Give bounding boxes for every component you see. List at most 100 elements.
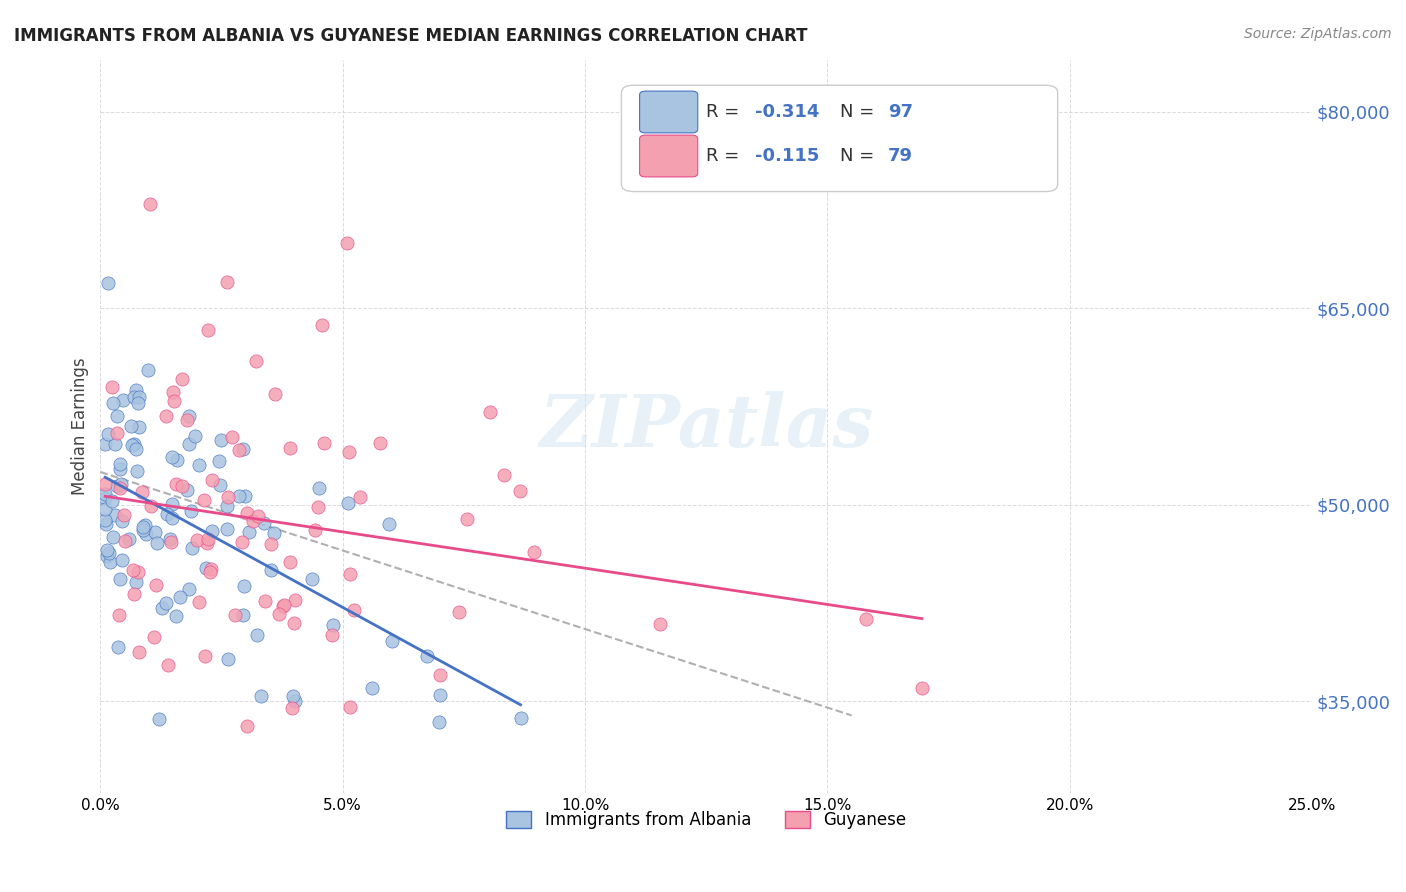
Point (108, 458, 131, 472)
Point (139, 499, 162, 513)
Text: R =: R = (706, 103, 745, 121)
Point (427, 715, 450, 730)
Point (337, 445, 360, 459)
Point (127, 396, 149, 410)
Point (232, 579, 254, 593)
Point (494, 468, 516, 483)
FancyBboxPatch shape (640, 91, 697, 133)
Point (253, 516, 276, 531)
Point (249, 690, 271, 704)
Point (176, 483, 198, 497)
Point (169, 590, 191, 604)
Point (125, 442, 148, 457)
Point (162, 385, 184, 400)
Point (136, 363, 159, 377)
Point (217, 522, 239, 536)
Text: ZIPatlas: ZIPatlas (538, 391, 873, 462)
Point (238, 524, 260, 539)
Point (349, 490, 371, 504)
Point (94, 513, 117, 527)
Point (187, 595, 209, 609)
Point (94, 476, 117, 491)
Point (143, 630, 166, 644)
Point (181, 541, 204, 556)
Point (228, 489, 250, 503)
Point (120, 419, 142, 434)
Point (98, 545, 121, 559)
Point (127, 565, 149, 579)
Point (278, 441, 301, 455)
Point (231, 534, 253, 549)
Point (217, 652, 239, 666)
Point (98, 555, 121, 569)
Point (177, 409, 200, 423)
Point (108, 573, 131, 587)
Point (156, 658, 179, 673)
Point (314, 436, 336, 450)
Point (163, 394, 186, 409)
Point (339, 566, 361, 581)
Point (122, 390, 145, 404)
Point (245, 354, 267, 368)
Point (342, 603, 364, 617)
Text: -0.314: -0.314 (755, 103, 820, 121)
Point (381, 633, 404, 648)
Point (125, 464, 148, 478)
Point (159, 532, 181, 546)
Point (143, 525, 166, 540)
Point (236, 506, 259, 520)
Point (247, 508, 270, 523)
Point (224, 607, 246, 622)
Point (280, 555, 302, 569)
Point (170, 372, 193, 386)
Point (179, 582, 201, 596)
Point (111, 552, 134, 566)
Point (101, 379, 124, 393)
Point (94, 491, 117, 505)
Point (523, 545, 546, 559)
FancyBboxPatch shape (640, 135, 697, 177)
Point (339, 700, 361, 714)
Point (321, 628, 343, 642)
Point (322, 617, 344, 632)
Point (429, 667, 451, 681)
Point (139, 196, 162, 211)
Point (217, 491, 239, 505)
Point (135, 527, 157, 541)
Point (233, 489, 256, 503)
Text: 79: 79 (889, 147, 912, 165)
Point (186, 533, 208, 547)
Point (263, 525, 285, 540)
Text: 97: 97 (889, 103, 912, 121)
Point (211, 433, 233, 447)
Point (304, 523, 326, 537)
Point (128, 419, 150, 434)
Point (128, 645, 150, 659)
Point (336, 495, 359, 509)
Point (110, 476, 132, 491)
Point (194, 648, 217, 663)
Point (648, 617, 671, 632)
Point (160, 450, 183, 464)
Point (104, 437, 127, 451)
Point (307, 500, 329, 514)
Point (96, 549, 118, 563)
Point (94, 516, 117, 531)
Point (281, 689, 304, 703)
Point (134, 518, 156, 533)
Point (200, 562, 222, 576)
Point (124, 383, 146, 397)
Point (107, 640, 129, 654)
Point (148, 712, 170, 726)
Point (105, 479, 128, 493)
Point (96, 543, 118, 558)
Point (273, 598, 295, 612)
Point (194, 561, 217, 575)
Point (150, 600, 173, 615)
Point (108, 482, 131, 496)
Point (283, 615, 305, 630)
Point (232, 442, 254, 456)
Text: IMMIGRANTS FROM ALBANIA VS GUYANESE MEDIAN EARNINGS CORRELATION CHART: IMMIGRANTS FROM ALBANIA VS GUYANESE MEDI… (14, 27, 807, 45)
Text: N =: N = (839, 147, 880, 165)
Point (208, 454, 231, 468)
